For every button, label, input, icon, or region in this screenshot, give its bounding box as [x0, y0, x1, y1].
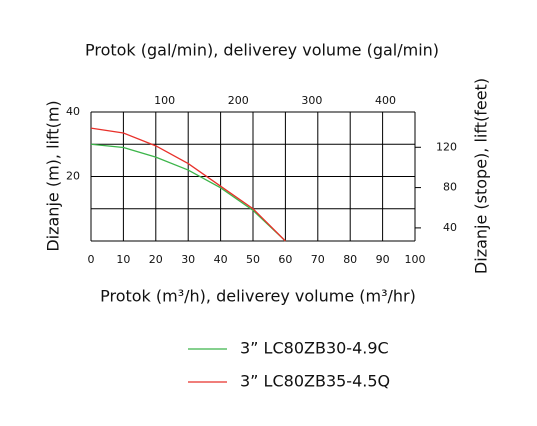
x-tick-label: 70 [311, 253, 325, 266]
x-tick-label: 30 [181, 253, 195, 266]
x-tick-label: 10 [116, 253, 130, 266]
x-tick-label: 0 [88, 253, 95, 266]
legend-label: 3” LC80ZB30-4.9C [240, 339, 389, 358]
x-tick-label: 80 [343, 253, 357, 266]
legend-label: 3” LC80ZB35-4.5Q [240, 372, 390, 391]
x-tick-label: 20 [149, 253, 163, 266]
x2-tick-label: 300 [301, 94, 322, 107]
x-tick-label: 90 [376, 253, 390, 266]
y2-axis-label: Dizanje (stope), lift(feet) [472, 78, 491, 274]
series-line [90, 127, 286, 242]
y2-tick-label: 80 [443, 181, 457, 194]
y2-tick-label: 120 [436, 140, 457, 153]
chart-title: Protok (gal/min), deliverey volume (gal/… [85, 41, 439, 60]
series-line [90, 143, 286, 242]
x-tick-label: 40 [214, 253, 228, 266]
x-tick-label: 60 [278, 253, 292, 266]
x2-tick-label: 400 [375, 94, 396, 107]
y-axis-label: Dizanje (m), lift(m) [44, 100, 63, 251]
y-tick-label: 40 [66, 105, 80, 118]
x-tick-label: 50 [246, 253, 260, 266]
y2-tick-label: 40 [443, 221, 457, 234]
x-axis-label: Protok (m³/h), deliverey volume (m³/hr) [100, 287, 416, 306]
x2-tick-label: 100 [154, 94, 175, 107]
x-tick-label: 100 [405, 253, 426, 266]
x2-tick-label: 200 [228, 94, 249, 107]
y-tick-label: 20 [66, 170, 80, 183]
